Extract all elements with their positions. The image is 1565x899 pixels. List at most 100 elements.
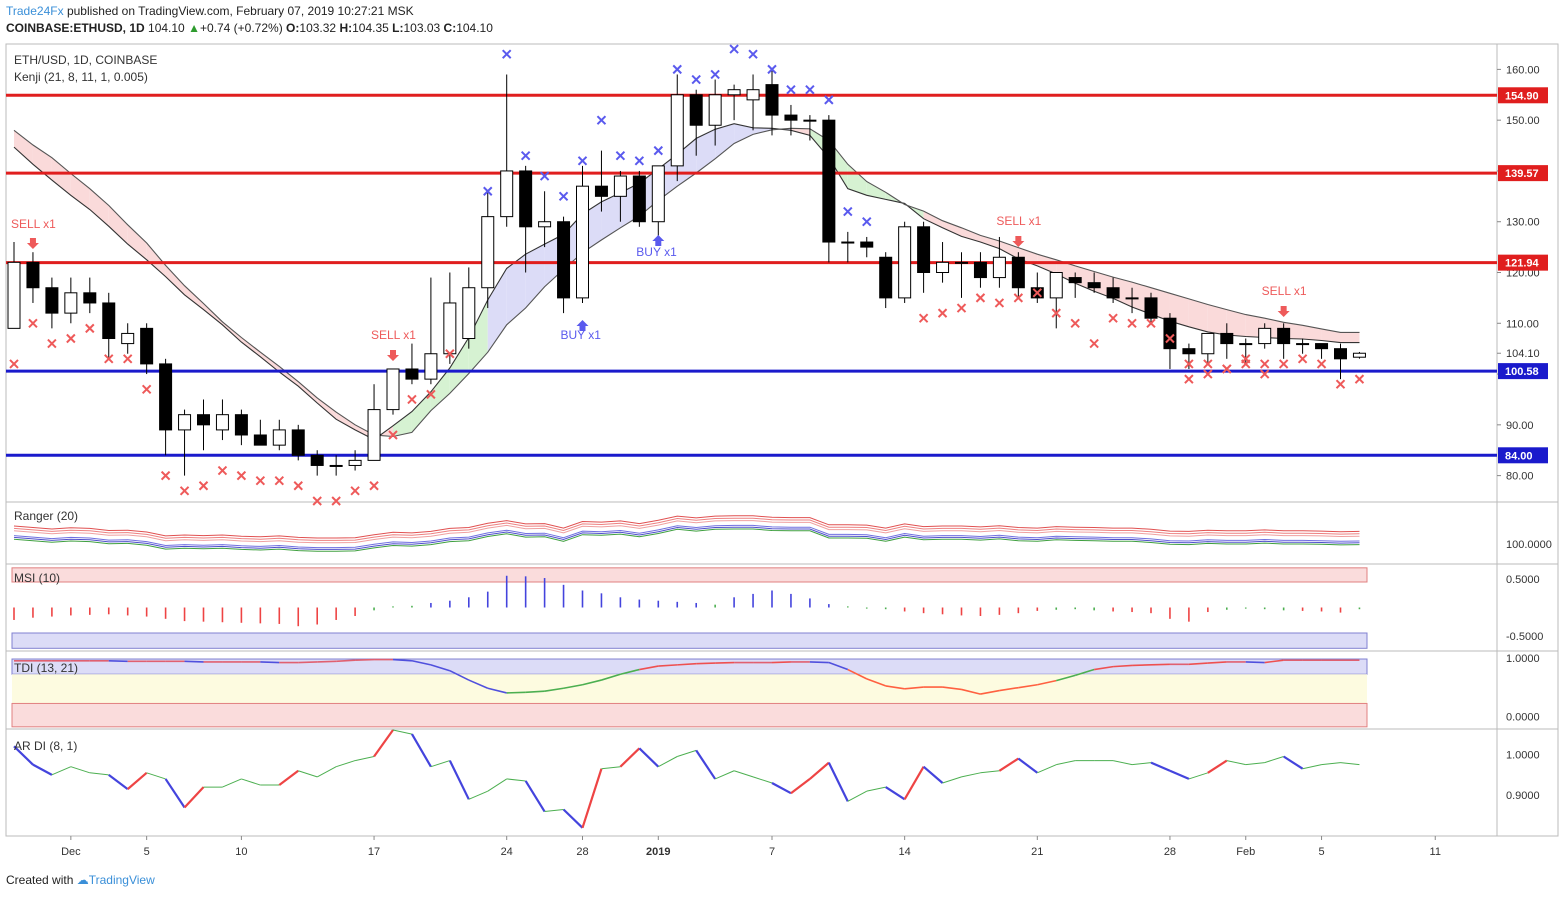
bearish-candle xyxy=(860,241,874,248)
ardi-line-segment xyxy=(922,765,944,784)
buy-cross-marker xyxy=(843,206,853,217)
sell-cross-marker xyxy=(426,389,436,400)
kenji-cloud-segment xyxy=(1188,298,1208,332)
ranger-series-line xyxy=(13,515,1360,539)
ardi-line-segment xyxy=(392,729,413,735)
ardi-line-segment xyxy=(13,745,34,766)
sell-cross-marker xyxy=(141,384,152,394)
tdi-line-segment xyxy=(715,661,735,664)
bullish-candle xyxy=(727,89,741,96)
bullish-candle xyxy=(386,368,400,411)
bearish-candle xyxy=(1277,327,1291,345)
kenji-cloud-segment xyxy=(525,244,545,309)
bearish-candle xyxy=(253,434,267,446)
kenji-cloud-segment xyxy=(715,123,735,159)
bearish-candle xyxy=(45,287,59,314)
level-price-label: 121.94 xyxy=(1505,258,1540,270)
buy-cross-marker xyxy=(824,95,834,105)
ardi-line-segment xyxy=(1226,760,1246,766)
sell-cross-marker xyxy=(937,308,948,318)
bullish-candle xyxy=(651,165,665,223)
tdi-line-segment xyxy=(1113,664,1133,668)
bearish-candle xyxy=(1011,256,1025,289)
price-tick-label: 160.00 xyxy=(1506,64,1540,76)
ardi-line-segment xyxy=(354,756,375,762)
tdi-line-segment xyxy=(961,688,981,695)
ardi-line-segment xyxy=(980,770,1000,774)
tdi-line-segment xyxy=(1245,661,1265,664)
tdi-line-segment xyxy=(885,685,905,690)
time-tick-label: 7 xyxy=(769,846,775,858)
ranger-series-line xyxy=(13,528,1360,552)
level-price-label: 154.90 xyxy=(1505,90,1539,102)
sell-cross-marker xyxy=(28,318,38,328)
tradingview-logo-icon: ☁ xyxy=(76,873,89,887)
kenji-cloud-segment xyxy=(601,192,621,241)
bearish-candle xyxy=(291,429,305,456)
high-value: 104.35 xyxy=(352,21,389,35)
kenji-cloud-segment xyxy=(1207,304,1227,335)
bearish-candle xyxy=(557,221,571,299)
bearish-candle xyxy=(234,414,248,436)
published-text: published on TradingView.com, February 0… xyxy=(66,4,414,18)
sell-cross-marker xyxy=(1354,374,1365,384)
sell-cross-marker xyxy=(350,486,360,496)
ardi-tick-label: 1.0000 xyxy=(1506,749,1540,761)
time-tick-label: 5 xyxy=(1318,846,1324,858)
ardi-line-segment xyxy=(885,786,906,801)
time-tick-label: 21 xyxy=(1031,846,1043,858)
sell-arrow-icon xyxy=(1277,306,1290,317)
main-legend-symbol: ETH/USD, 1D, COINBASE xyxy=(14,53,157,67)
kenji-cloud-segment xyxy=(942,220,962,237)
buy-cross-marker xyxy=(653,145,664,156)
sell-cross-marker xyxy=(1051,308,1061,318)
tdi-line-segment xyxy=(582,679,602,686)
bullish-candle xyxy=(64,292,78,314)
ranger-series-line xyxy=(13,517,1360,541)
tdi-line-segment xyxy=(506,691,526,694)
sell-cross-marker xyxy=(293,481,303,491)
ardi-line-segment xyxy=(524,780,546,813)
tdi-line-segment xyxy=(942,686,962,691)
sell-cross-marker xyxy=(1108,313,1118,323)
tradingview-link[interactable]: TradingView xyxy=(88,873,155,887)
tdi-line-segment xyxy=(298,661,318,664)
chart-frame xyxy=(5,43,1559,837)
msi-lower-zone xyxy=(11,632,1368,649)
ardi-line-segment xyxy=(1169,769,1190,780)
ardi-line-segment xyxy=(335,760,356,768)
bullish-candle xyxy=(1296,343,1310,346)
sell-cross-marker xyxy=(407,394,417,405)
ardi-line-segment xyxy=(89,772,109,776)
level-price-tag xyxy=(1498,447,1548,464)
tdi-line-segment xyxy=(1188,662,1208,666)
sell-cross-marker xyxy=(918,313,929,323)
kenji-cloud-segment xyxy=(393,411,412,437)
tdi-line-segment xyxy=(1056,674,1076,682)
time-tick-label: Feb xyxy=(1236,846,1255,858)
time-tick-label: 10 xyxy=(235,846,247,858)
ardi-line-segment xyxy=(430,760,451,768)
ardi-line-segment xyxy=(1037,764,1057,774)
kenji-cloud-segment xyxy=(89,188,109,227)
ardi-line-segment xyxy=(1264,756,1284,764)
tdi-line-segment xyxy=(1074,668,1095,677)
ranger-tick-label: 100.0000 xyxy=(1506,539,1552,551)
bearish-candle xyxy=(1182,348,1196,355)
kenji-cloud-segment xyxy=(1321,328,1341,343)
ardi-line-segment xyxy=(298,770,318,778)
level-price-label: 139.57 xyxy=(1505,168,1539,180)
bearish-candle xyxy=(310,454,324,466)
ardi-line-segment xyxy=(410,733,432,768)
ardi-line-segment xyxy=(1321,762,1341,766)
ardi-line-segment xyxy=(126,771,148,790)
ardi-line-segment xyxy=(51,766,72,776)
open-value: 103.32 xyxy=(299,21,337,35)
publisher-name[interactable]: Trade24Fx xyxy=(6,4,64,18)
sell-arrow-icon xyxy=(26,238,39,249)
tdi-line-segment xyxy=(487,687,507,694)
sell-arrow-icon xyxy=(1012,236,1025,247)
sell-cross-marker xyxy=(1241,359,1251,369)
low-label: L: xyxy=(392,21,404,35)
